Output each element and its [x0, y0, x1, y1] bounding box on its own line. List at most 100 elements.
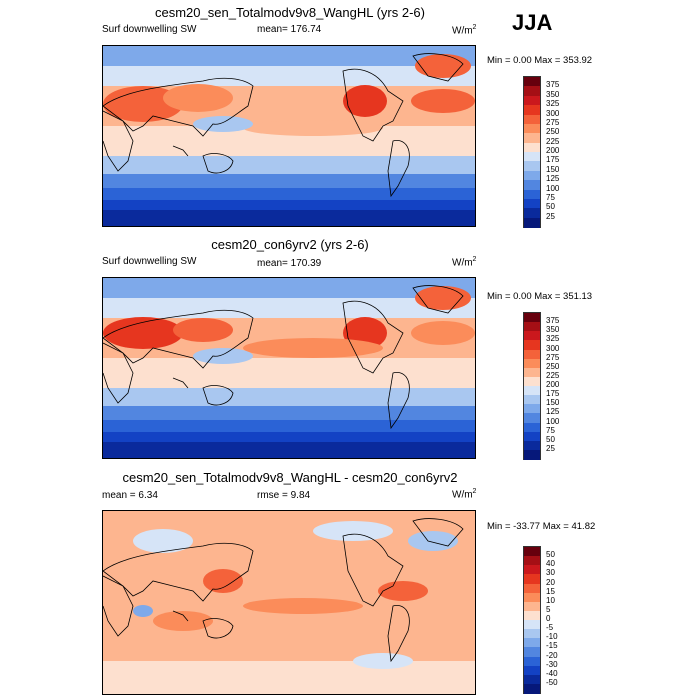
colorbar-tick-label: 25: [546, 211, 555, 221]
colorbar-swatch: [524, 431, 540, 442]
colorbar-tick-label: 200: [546, 380, 560, 389]
colorbar-swatch: [524, 367, 540, 378]
colorbar-tick-label: 225: [546, 370, 560, 380]
colorbar-swatch: [524, 629, 540, 639]
colorbar-tick-label: 125: [546, 174, 560, 184]
colorbar-tick-label: 225: [546, 136, 560, 146]
colorbar-swatch: [524, 152, 540, 162]
colorbar-swatch: [524, 638, 540, 648]
colorbar-swatch: [524, 331, 540, 341]
colorbar-tick-label: 40: [546, 559, 555, 569]
panel-2-variable-label: Surf downwelling SW: [102, 256, 197, 267]
colorbar-swatch: [524, 610, 540, 621]
colorbar-tick-label: -5: [546, 623, 554, 633]
colorbar-swatch: [524, 574, 540, 584]
panel-2-colorbar: [523, 312, 541, 460]
colorbar-tick-label: 50: [546, 550, 555, 560]
colorbar-tick-label: -10: [546, 632, 558, 642]
colorbar-swatch: [524, 376, 540, 387]
panel-1-mean-label: mean= 176.74: [257, 24, 322, 35]
colorbar-tick-label: 50: [546, 202, 555, 212]
colorbar-swatch: [524, 105, 540, 115]
colorbar-tick-label: 20: [546, 577, 555, 587]
panel-3-units-label: W/m2: [452, 488, 477, 501]
colorbar-tick-label: 75: [546, 425, 555, 435]
colorbar-swatch: [524, 422, 540, 433]
colorbar-tick-label: 0: [546, 614, 551, 623]
colorbar-swatch: [524, 386, 540, 396]
colorbar-tick-label: 325: [546, 334, 560, 344]
colorbar-swatch: [524, 656, 540, 667]
panel-2-map: [102, 277, 476, 459]
colorbar-tick-label: 125: [546, 407, 560, 417]
colorbar-swatch: [524, 665, 540, 676]
colorbar-tick-label: 200: [546, 146, 560, 155]
colorbar-swatch: [524, 86, 540, 97]
colorbar-tick-label: 5: [546, 604, 551, 614]
colorbar-swatch: [524, 395, 540, 405]
colorbar-tick-label: 250: [546, 361, 560, 371]
colorbar-swatch: [524, 198, 540, 209]
colorbar-swatch: [524, 77, 540, 87]
colorbar-tick-label: 300: [546, 343, 560, 353]
colorbar-swatch: [524, 440, 540, 451]
colorbar-tick-label: 100: [546, 416, 560, 426]
colorbar-tick-label: -30: [546, 659, 558, 669]
colorbar-tick-label: 300: [546, 108, 560, 118]
colorbar-swatch: [524, 583, 540, 594]
colorbar-tick-label: 275: [546, 117, 560, 127]
colorbar-tick-label: 75: [546, 192, 555, 202]
colorbar-tick-label: 325: [546, 99, 560, 109]
colorbar-tick-label: 350: [546, 325, 560, 335]
colorbar-tick-label: 30: [546, 568, 555, 578]
panel-2-minmax: Min = 0.00 Max = 351.13: [487, 291, 593, 302]
colorbar-swatch: [524, 114, 540, 125]
colorbar-swatch: [524, 170, 540, 181]
colorbar-swatch: [524, 556, 540, 566]
panel-3-colorbar: [523, 546, 541, 694]
colorbar-swatch: [524, 208, 540, 219]
colorbar-swatch: [524, 647, 540, 657]
season-label: JJA: [512, 10, 553, 35]
colorbar-swatch: [524, 340, 540, 350]
colorbar-swatch: [524, 449, 540, 460]
colorbar-swatch: [524, 547, 540, 557]
colorbar-tick-label: 275: [546, 352, 560, 362]
colorbar-swatch: [524, 674, 540, 685]
colorbar-swatch: [524, 95, 540, 106]
colorbar-tick-label: -15: [546, 641, 558, 651]
panel-1-colorbar: [523, 76, 541, 228]
panel-1-title: cesm20_sen_Totalmodv9v8_WangHL (yrs 2-6): [155, 5, 425, 20]
colorbar-tick-label: 25: [546, 443, 555, 453]
panel-1-map: [102, 45, 476, 227]
panel-2-mean-label: mean= 170.39: [257, 258, 322, 269]
colorbar-swatch: [524, 683, 540, 694]
panel-1-minmax: Min = 0.00 Max = 353.92: [487, 55, 593, 66]
panel-3-mean-label: mean = 6.34: [102, 490, 158, 501]
colorbar-tick-label: -50: [546, 677, 558, 687]
colorbar-tick-label: 100: [546, 183, 560, 193]
colorbar-tick-label: 10: [546, 595, 555, 605]
colorbar-tick-label: -20: [546, 650, 558, 660]
colorbar-swatch: [524, 123, 540, 134]
panel-1-variable-label: Surf downwelling SW: [102, 24, 197, 35]
colorbar-swatch: [524, 142, 540, 153]
panel-1-units-label: W/m2: [452, 24, 477, 37]
colorbar-tick-label: 375: [546, 316, 560, 326]
colorbar-swatch: [524, 358, 540, 369]
colorbar-tick-label: 150: [546, 164, 560, 174]
colorbar-tick-label: 175: [546, 155, 560, 165]
colorbar-tick-label: 250: [546, 127, 560, 137]
colorbar-swatch: [524, 565, 540, 575]
colorbar-tick-label: 150: [546, 398, 560, 408]
colorbar-swatch: [524, 161, 540, 172]
colorbar-swatch: [524, 313, 540, 323]
colorbar-swatch: [524, 413, 540, 423]
colorbar-swatch: [524, 133, 540, 144]
colorbar-tick-label: 175: [546, 389, 560, 399]
panel-2-units-label: W/m2: [452, 256, 477, 269]
colorbar-swatch: [524, 404, 540, 414]
colorbar-tick-label: -40: [546, 668, 558, 678]
colorbar-tick-label: 15: [546, 586, 555, 596]
colorbar-swatch: [524, 180, 540, 190]
